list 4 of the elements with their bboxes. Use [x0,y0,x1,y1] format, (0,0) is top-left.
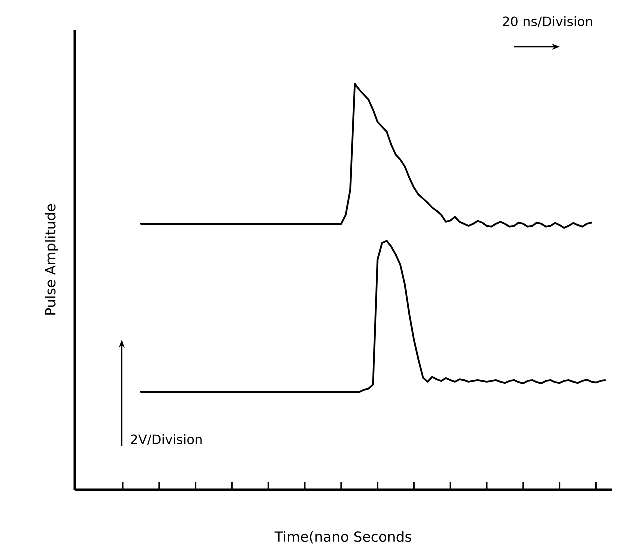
annotation: 2V/Division [131,434,202,446]
text: 20 ns/Division [503,16,592,28]
x-axis-title: Time(nano Seconds [274,531,412,544]
y-axis-title: Pulse Amplitude [45,204,58,315]
